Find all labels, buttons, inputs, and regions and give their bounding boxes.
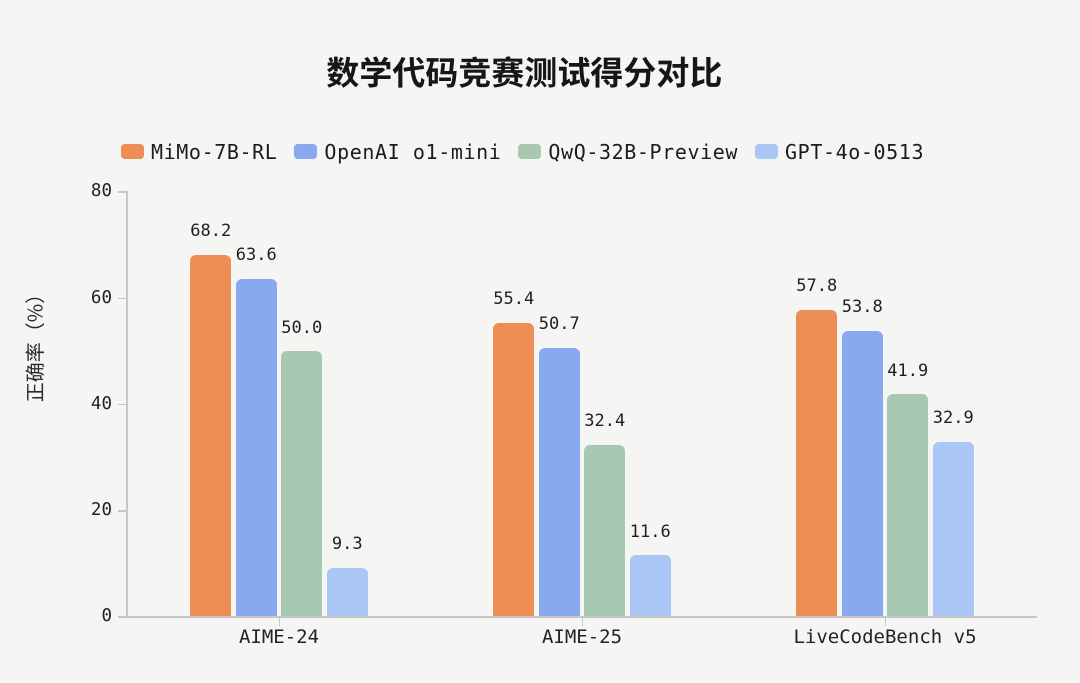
y-axis-tick-label: 60: [90, 287, 112, 308]
x-axis-tick: [885, 617, 886, 626]
bar-livecodebench-v5-mimo-7b-rl[interactable]: [796, 309, 838, 617]
legend-item-mimo-7b-rl[interactable]: MiMo-7B-RL: [121, 142, 277, 162]
bar-value-label: 9.3: [331, 533, 363, 554]
bar-aime-25-openai-o1-mini[interactable]: [538, 347, 580, 617]
y-axis-tick: [118, 616, 127, 618]
bar-aime-24-gpt-4o-0513[interactable]: [326, 567, 368, 617]
bar-value-label: 53.8: [841, 297, 883, 318]
legend-swatch: [518, 144, 542, 159]
legend-item-openai-o1-mini[interactable]: OpenAI o1-mini: [294, 142, 501, 162]
bar-livecodebench-v5-qwq-32b-preview[interactable]: [887, 394, 929, 617]
bar-value-label: 32.9: [932, 408, 974, 429]
bar-aime-25-qwq-32b-preview[interactable]: [584, 444, 626, 617]
bar-aime-24-openai-o1-mini[interactable]: [235, 279, 277, 617]
bar-value-label: 57.8: [796, 276, 838, 297]
legend-label: QwQ-32B-Preview: [548, 139, 739, 164]
bar-aime-24-mimo-7b-rl[interactable]: [190, 254, 232, 617]
x-axis-category-label: AIME-25: [541, 626, 623, 648]
bar-value-label: 41.9: [887, 360, 929, 381]
bar-value-label: 55.4: [493, 288, 535, 309]
bar-value-label: 32.4: [584, 411, 626, 432]
bar-aime-24-qwq-32b-preview[interactable]: [281, 351, 323, 617]
legend-item-gpt-4o-0513[interactable]: GPT-4o-0513: [755, 142, 924, 162]
x-axis-category-label: LiveCodeBench v5: [793, 626, 977, 648]
bar-value-label: 63.6: [235, 245, 277, 266]
y-axis-tick: [118, 403, 127, 406]
bar-livecodebench-v5-openai-o1-mini[interactable]: [841, 331, 883, 617]
bar-value-label: 11.6: [629, 521, 671, 542]
legend-swatch: [755, 144, 779, 159]
bar-value-label: 50.0: [281, 317, 323, 338]
legend-item-qwq-32b-preview[interactable]: QwQ-32B-Preview: [518, 142, 738, 162]
x-axis-category-label: AIME-24: [238, 626, 320, 648]
y-axis-tick: [118, 191, 127, 193]
y-axis-tick-label: 40: [90, 393, 112, 414]
y-axis-title-glyphs: [25, 297, 45, 401]
y-axis-tick: [118, 297, 127, 299]
x-axis-tick: [279, 617, 280, 626]
legend-swatch: [121, 144, 144, 159]
legend-label: OpenAI o1-mini: [324, 139, 502, 164]
chart-legend: MiMo-7B-RL OpenAI o1-mini QwQ-32B-Preview G…: [121, 142, 924, 162]
bar-value-label: 68.2: [190, 220, 232, 241]
y-axis-tick-label: 80: [90, 181, 112, 202]
y-axis-tick-label: 0: [101, 606, 112, 627]
y-axis-tick: [118, 510, 127, 512]
y-axis-tick-label: 20: [90, 500, 112, 520]
bar-value-label: 50.7: [538, 313, 580, 334]
y-axis-line: [126, 191, 128, 617]
legend-swatch: [294, 144, 318, 159]
bar-livecodebench-v5-gpt-4o-0513[interactable]: [932, 442, 974, 617]
legend-label: GPT-4o-0513: [785, 139, 925, 164]
x-axis-tick: [582, 617, 583, 626]
y-axis-title: 正确率（%）: [25, 297, 45, 401]
x-axis-line: [126, 616, 1037, 618]
bar-aime-25-gpt-4o-0513[interactable]: [629, 555, 671, 617]
bar-aime-25-mimo-7b-rl[interactable]: [493, 322, 535, 617]
legend-label: MiMo-7B-RL: [151, 139, 278, 164]
chart-title-glyphs: [327, 56, 721, 88]
